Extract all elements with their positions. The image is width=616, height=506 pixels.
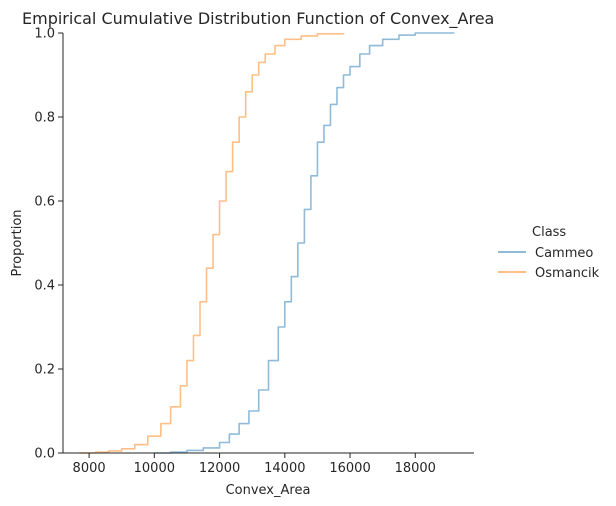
x-axis-title: Convex_Area bbox=[226, 483, 311, 498]
y-tick-label: 0.6 bbox=[34, 195, 55, 210]
legend-label-cammeo: Cammeo bbox=[535, 246, 593, 261]
y-tick-label: 0.2 bbox=[34, 363, 55, 378]
x-tick-label: 14000 bbox=[264, 461, 305, 476]
chart-title: Empirical Cumulative Distribution Functi… bbox=[22, 9, 494, 29]
y-tick-label: 0.8 bbox=[34, 111, 55, 126]
x-tick-label: 16000 bbox=[329, 461, 370, 476]
legend-label-osmancik: Osmancik bbox=[535, 266, 600, 281]
y-tick-label: 0.0 bbox=[34, 447, 55, 462]
x-tick-label: 12000 bbox=[199, 461, 240, 476]
x-tick-label: 8000 bbox=[73, 461, 106, 476]
y-tick-label: 0.4 bbox=[34, 279, 55, 294]
x-tick-label: 18000 bbox=[395, 461, 436, 476]
x-tick-label: 10000 bbox=[134, 461, 175, 476]
y-tick-label: 1.0 bbox=[34, 27, 55, 42]
legend-title: Class bbox=[532, 225, 566, 240]
y-axis-title: Proportion bbox=[10, 209, 25, 276]
